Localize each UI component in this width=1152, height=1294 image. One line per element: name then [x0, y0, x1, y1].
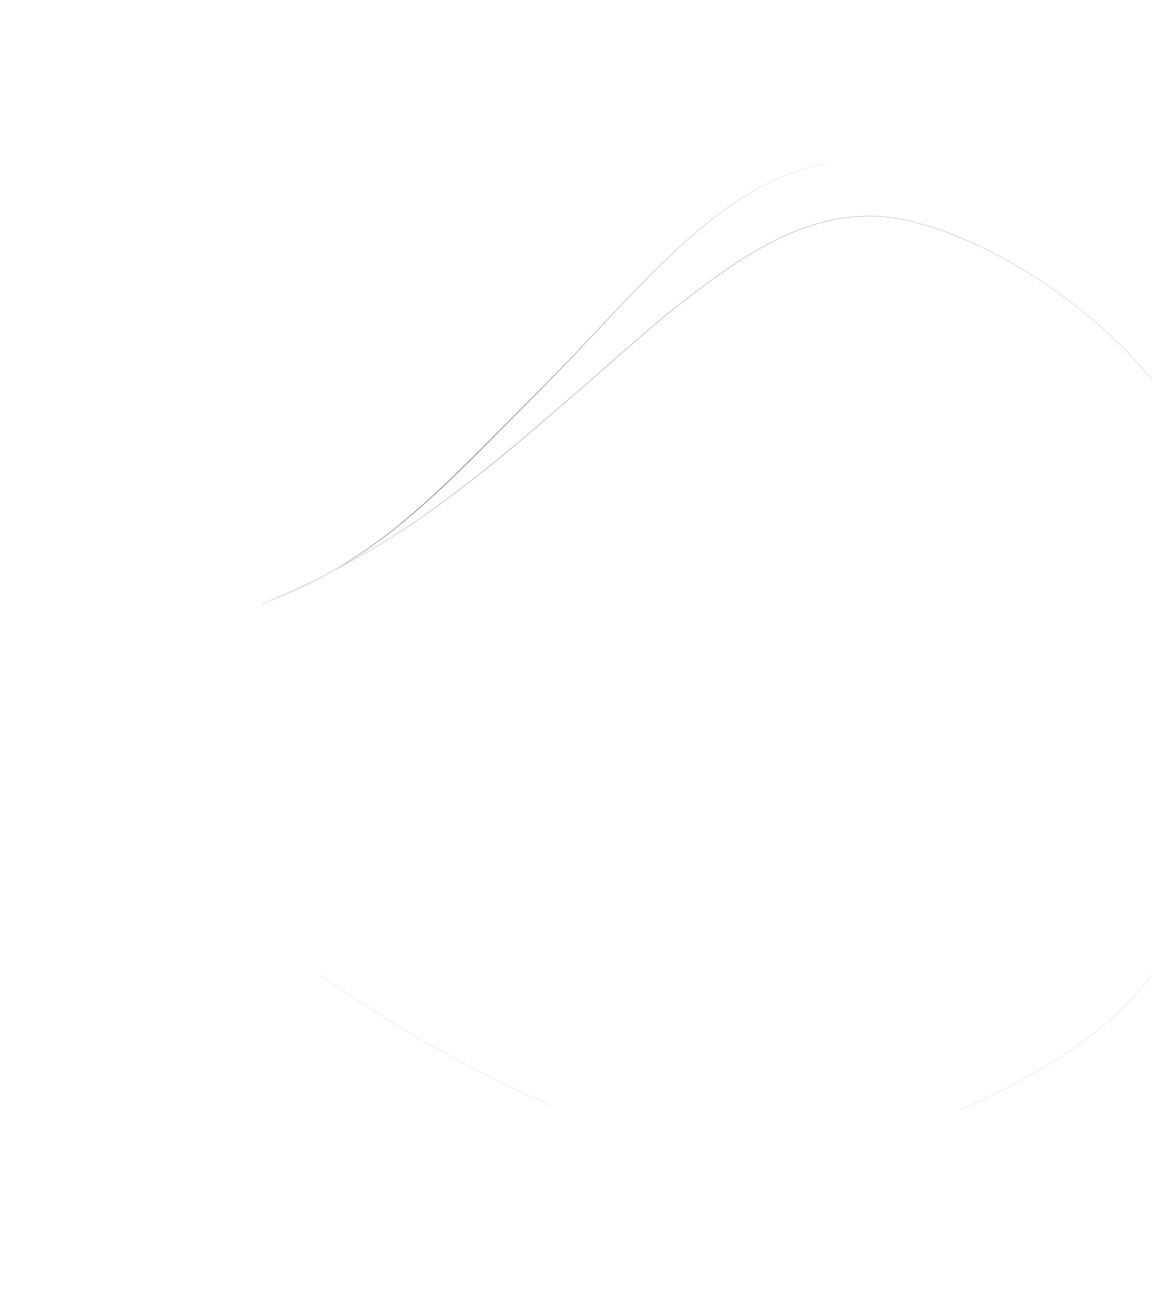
- wave-line-dark: [261, 162, 831, 605]
- wave-line-faint-bottom-right: [959, 974, 1152, 1111]
- wave-line-faint-bottom-left: [319, 974, 551, 1106]
- wave-line-light: [269, 215, 1152, 601]
